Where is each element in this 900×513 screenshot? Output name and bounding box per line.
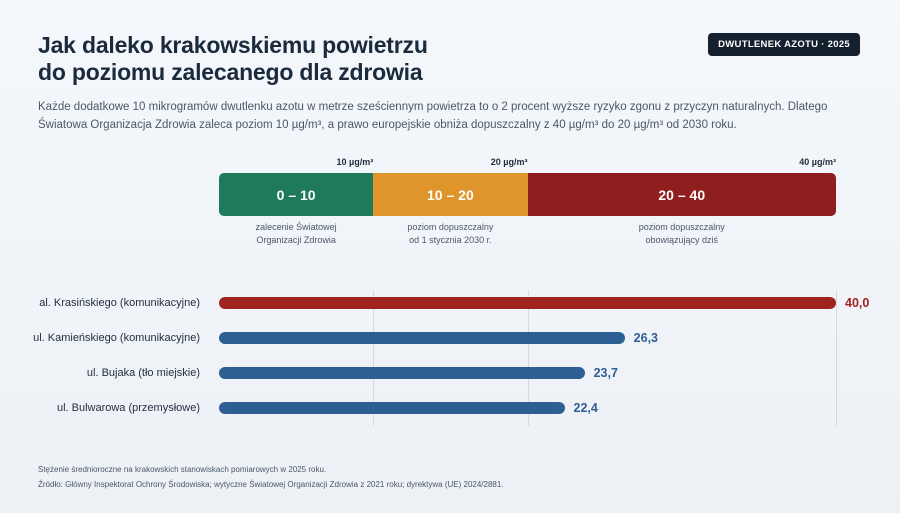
- source-note: Źródło: Główny Inspektorat Ochrony Środo…: [38, 480, 504, 489]
- band-description: zalecenie Światowej Organizacji Zdrowia: [255, 222, 337, 245]
- title-line-2: do poziomu zalecanego dla zdrowia: [38, 59, 423, 85]
- gridline: [527, 290, 529, 426]
- value-label: 40,0: [845, 296, 870, 310]
- scale-band: 0 – 10: [219, 173, 374, 216]
- footnote: Stężenie średnioroczne na krakowskich st…: [38, 465, 327, 474]
- value-label: 22,4: [573, 401, 598, 415]
- gridline: [373, 290, 375, 426]
- threshold-label: 10 µg/m³: [336, 157, 374, 167]
- topic-badge: DWUTLENEK AZOTU · 2025: [708, 33, 860, 56]
- page-title: Jak daleko krakowskiemu powietrzu do poz…: [38, 32, 638, 86]
- band-description: poziom dopuszczalny od 1 stycznia 2030 r…: [407, 222, 494, 245]
- threshold-label: 40 µg/m³: [799, 157, 836, 167]
- row-label: ul. Bujaka (tło miejskie): [86, 367, 200, 379]
- intro-text: Każde dodatkowe 10 mikrogramów dwutlenku…: [38, 101, 828, 131]
- scale-band: 20 – 40: [527, 173, 836, 216]
- row-label: ul. Kamieńskiego (komunikacyjne): [33, 332, 200, 344]
- bar: [219, 297, 836, 309]
- title-line-1: Jak daleko krakowskiemu powietrzu: [38, 32, 428, 58]
- band-description: poziom dopuszczalny obowiązujący dziś: [638, 222, 725, 245]
- row-label: al. Krasińskiego (komunikacyjne): [39, 297, 200, 309]
- bar: [219, 402, 565, 414]
- bar: [219, 367, 585, 379]
- threshold-label: 20 µg/m³: [490, 157, 528, 167]
- row-label: ul. Bulwarowa (przemysłowe): [56, 402, 200, 414]
- gridline: [836, 290, 837, 426]
- bar: [219, 332, 625, 344]
- value-label: 26,3: [633, 331, 659, 345]
- value-label: 23,7: [593, 366, 618, 380]
- scale-band: 10 – 20: [373, 173, 528, 216]
